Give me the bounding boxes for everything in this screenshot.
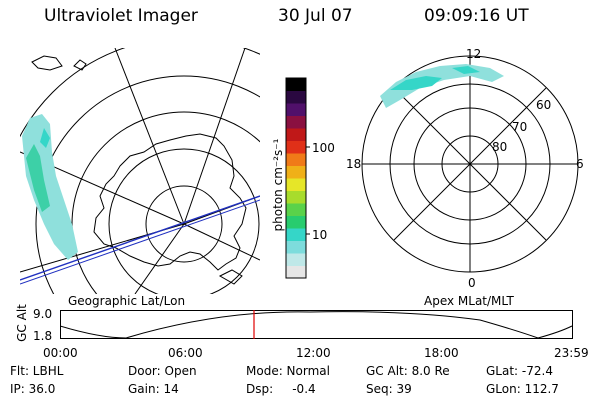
colorbar-step	[286, 140, 306, 154]
colorbar-step	[286, 103, 306, 116]
mlt-label-6: 6	[576, 157, 584, 171]
seq-readout: Seq: 39	[366, 382, 412, 396]
colorbar-step	[286, 90, 306, 104]
time-tick-1800: 18:00	[424, 346, 459, 360]
colorbar-step	[286, 78, 306, 91]
altitude-min-label: 1.8	[33, 329, 53, 343]
gc-alt-readout: GC Alt: 8.0 Re	[366, 364, 450, 378]
time-tick-0000: 00:00	[43, 346, 78, 360]
glat-readout: GLat: -72.4	[486, 364, 553, 378]
colorbar	[285, 77, 310, 279]
colorbar-step	[286, 128, 306, 141]
mode-readout: Mode: Normal	[246, 364, 330, 378]
colorbar-unit-label: photon cm⁻²s⁻¹	[271, 138, 285, 232]
altitude-axis-label: GC Alt	[15, 304, 29, 342]
magnetic-polar-map: ​	[361, 55, 579, 273]
colorbar-step	[286, 253, 306, 266]
dsp-readout: Dsp: -0.4	[246, 382, 316, 396]
glon-readout: GLon: 112.7	[486, 382, 559, 396]
date-label: 30 Jul 07	[278, 6, 353, 26]
colorbar-step	[286, 215, 306, 229]
time-tick-2359: 23:59	[554, 346, 589, 360]
colorbar-tick-100: 100	[312, 141, 335, 155]
colorbar-step	[286, 240, 306, 254]
lat-label-60: 60	[536, 98, 552, 112]
time-tick-1200: 12:00	[296, 346, 331, 360]
colorbar-step	[286, 265, 306, 279]
door-readout: Door: Open	[128, 364, 197, 378]
colorbar-step	[286, 228, 306, 241]
lat-label-80: 80	[492, 140, 508, 154]
colorbar-step	[286, 203, 306, 216]
geographic-map-label: Geographic Lat/Lon	[68, 294, 186, 308]
altitude-strip-plot	[60, 310, 573, 339]
gain-readout: Gain: 14	[128, 382, 179, 396]
app-title: Ultraviolet Imager	[44, 6, 198, 26]
colorbar-tick-10: 10	[312, 228, 328, 242]
magnetic-map-label: Apex MLat/MLT	[424, 294, 514, 308]
colorbar-step	[286, 153, 306, 166]
colorbar-step	[286, 115, 306, 129]
time-tick-0600: 06:00	[168, 346, 203, 360]
lat-label-70: 70	[512, 120, 528, 134]
colorbar-step	[286, 190, 306, 204]
filter-readout: Flt: LBHL	[10, 364, 64, 378]
mlt-label-0: 0	[468, 276, 476, 290]
ip-readout: IP: 36.0	[10, 382, 56, 396]
colorbar-step	[286, 178, 306, 191]
geographic-map	[20, 48, 260, 294]
mlt-label-12: 12	[466, 47, 482, 61]
altitude-max-label: 9.0	[33, 307, 53, 321]
time-label: 09:09:16 UT	[424, 6, 529, 26]
colorbar-step	[286, 165, 306, 179]
mlt-label-18: 18	[346, 157, 362, 171]
